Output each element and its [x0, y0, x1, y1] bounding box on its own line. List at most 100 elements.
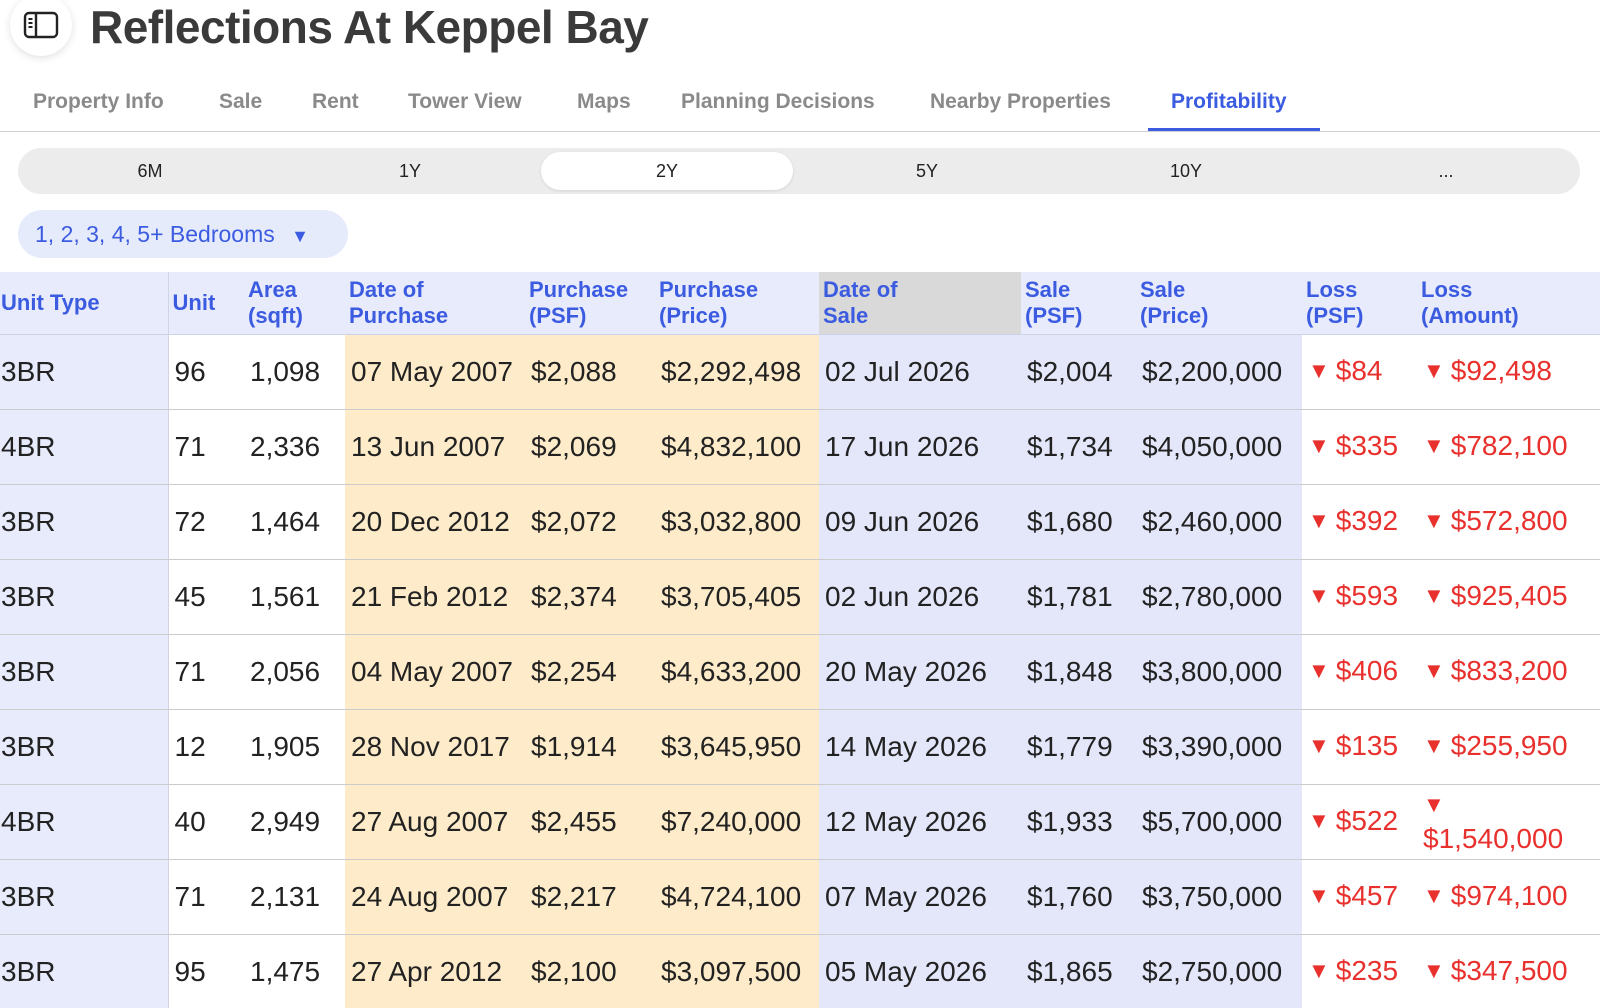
column-header-loss-amount[interactable]: Loss (Amount): [1417, 272, 1600, 335]
bedroom-filter-label: 1, 2, 3, 4, 5+ Bedrooms: [35, 221, 275, 247]
cell-area: 2,336: [244, 409, 345, 485]
tab-planning-decisions[interactable]: Planning Decisions: [681, 90, 875, 113]
table-row[interactable]: 4BR 40 2,949 27 Aug 2007 $2,455 $7,240,000 12 …: [0, 784, 1600, 860]
column-header-loss-psf[interactable]: Loss (PSF): [1302, 272, 1417, 335]
table-row[interactable]: 3BR 96 1,098 07 May 2007 $2,088 $2,292,498 02 …: [0, 334, 1600, 410]
loss-down-icon: ▼: [1308, 357, 1330, 383]
cell-sale-psf: $2,004: [1021, 334, 1136, 410]
column-header-purchase-price[interactable]: Purchase (Price): [655, 272, 819, 335]
table-row[interactable]: 3BR 12 1,905 28 Nov 2017 $1,914 $3,645,950 14 …: [0, 709, 1600, 785]
loss-down-icon: ▼: [1423, 882, 1445, 908]
tab-profitability[interactable]: Profitability: [1171, 90, 1287, 113]
cell-sale-price: $2,780,000: [1136, 559, 1302, 635]
loss-down-icon: ▼: [1423, 732, 1445, 758]
tab-sale[interactable]: Sale: [219, 90, 263, 113]
column-header-sublabel: (sqft): [248, 302, 303, 328]
loss-value: $593: [1335, 579, 1399, 611]
tab-property-info[interactable]: Property Info: [33, 90, 164, 113]
cell-loss-psf: ▼ $593: [1302, 559, 1417, 635]
cell-purchase-psf: $2,455: [525, 784, 655, 860]
column-header-sublabel: (PSF): [1306, 302, 1364, 328]
column-header-label: Sale: [1140, 276, 1186, 302]
cell-loss-amount: ▼ $782,100: [1417, 409, 1600, 485]
cell-unit: 96: [168, 334, 244, 410]
cell-loss-amount: ▼ $974,100: [1417, 859, 1600, 935]
column-header-label: Loss: [1421, 276, 1473, 302]
cell-area: 2,131: [244, 859, 345, 935]
column-header-purchase-psf[interactable]: Purchase (PSF): [525, 272, 655, 335]
cell-unit: 45: [168, 559, 244, 635]
cell-sale-price: $5,700,000: [1136, 784, 1302, 860]
cell-unit-type: 3BR: [0, 859, 169, 935]
table-row[interactable]: 3BR 45 1,561 21 Feb 2012 $2,374 $3,705,405 02 …: [0, 559, 1600, 635]
bedroom-filter-dropdown[interactable]: 1, 2, 3, 4, 5+ Bedrooms ▼: [18, 210, 348, 258]
loss-down-icon: ▼: [1308, 882, 1330, 908]
cell-date-of-purchase: 27 Apr 2012: [345, 934, 525, 1008]
cell-purchase-psf: $1,914: [525, 709, 655, 785]
column-header-sale-psf[interactable]: Sale (PSF): [1021, 272, 1136, 335]
tab-maps[interactable]: Maps: [577, 90, 631, 113]
table-row[interactable]: 3BR 72 1,464 20 Dec 2012 $2,072 $3,032,800 09 …: [0, 484, 1600, 560]
cell-date-of-purchase: 20 Dec 2012: [345, 484, 525, 560]
cell-purchase-psf: $2,374: [525, 559, 655, 635]
cell-unit: 12: [168, 709, 244, 785]
cell-date-of-sale: 09 Jun 2026: [819, 484, 1021, 560]
cell-date-of-purchase: 27 Aug 2007: [345, 784, 525, 860]
period-more[interactable]: ...: [1438, 161, 1454, 181]
loss-down-icon: ▼: [1423, 791, 1445, 817]
loss-value: $406: [1335, 654, 1399, 686]
cell-unit-type: 3BR: [0, 634, 169, 710]
cell-date-of-sale: 17 Jun 2026: [819, 409, 1021, 485]
column-header-label: Purchase: [659, 276, 759, 302]
loss-down-icon: ▼: [1423, 507, 1445, 533]
cell-unit-type: 3BR: [0, 934, 169, 1008]
period-1y[interactable]: 1Y: [398, 161, 422, 181]
cell-sale-price: $2,200,000: [1136, 334, 1302, 410]
column-header-label: Purchase: [529, 276, 629, 302]
cell-sale-psf: $1,760: [1021, 859, 1136, 935]
column-header-date-of-sale[interactable]: Date of Sale: [819, 272, 1021, 335]
cell-unit: 72: [168, 484, 244, 560]
column-header-sublabel: (Amount): [1421, 302, 1519, 328]
page-title: Reflections At Keppel Bay: [90, 1, 649, 53]
period-10y[interactable]: 10Y: [1169, 161, 1203, 181]
cell-unit: 71: [168, 634, 244, 710]
cell-loss-psf: ▼ $235: [1302, 934, 1417, 1008]
cell-sale-psf: $1,779: [1021, 709, 1136, 785]
loss-down-icon: ▼: [1308, 807, 1330, 833]
table-row[interactable]: 3BR 71 2,131 24 Aug 2007 $2,217 $4,724,100 07 …: [0, 859, 1600, 935]
cell-sale-price: $3,800,000: [1136, 634, 1302, 710]
cell-date-of-purchase: 04 May 2007: [345, 634, 525, 710]
loss-value: $84: [1335, 354, 1383, 386]
cell-loss-psf: ▼ $135: [1302, 709, 1417, 785]
cell-sale-price: $2,460,000: [1136, 484, 1302, 560]
cell-unit: 95: [168, 934, 244, 1008]
period-6m[interactable]: 6M: [137, 161, 163, 181]
table-row[interactable]: 3BR 71 2,056 04 May 2007 $2,254 $4,633,200 20 …: [0, 634, 1600, 710]
cell-area: 1,905: [244, 709, 345, 785]
column-header-date-of-purchase[interactable]: Date of Purchase: [345, 272, 525, 335]
column-header-unit[interactable]: Unit: [168, 272, 244, 335]
column-header-sale-price[interactable]: Sale (Price): [1136, 272, 1302, 335]
tab-tower-view[interactable]: Tower View: [408, 90, 522, 113]
cell-loss-psf: ▼ $406: [1302, 634, 1417, 710]
cell-loss-amount: ▼ $1,540,000: [1417, 784, 1600, 860]
column-header-unit-type[interactable]: Unit Type: [0, 272, 169, 335]
triangle-down-icon: ▼: [291, 226, 309, 246]
cell-date-of-sale: 20 May 2026: [819, 634, 1021, 710]
cell-loss-amount: ▼ $925,405: [1417, 559, 1600, 635]
cell-date-of-sale: 14 May 2026: [819, 709, 1021, 785]
table-row[interactable]: 4BR 71 2,336 13 Jun 2007 $2,069 $4,832,100 17 …: [0, 409, 1600, 485]
tab-rent[interactable]: Rent: [312, 90, 359, 113]
loss-down-icon: ▼: [1308, 507, 1330, 533]
column-header-sublabel: (PSF): [529, 302, 587, 328]
period-2y[interactable]: 2Y: [541, 152, 793, 190]
tab-nearby-properties[interactable]: Nearby Properties: [930, 90, 1111, 113]
sidebar-toggle-button[interactable]: [10, 0, 72, 56]
period-5y[interactable]: 5Y: [915, 161, 939, 181]
cell-unit: 40: [168, 784, 244, 860]
table-row[interactable]: 3BR 95 1,475 27 Apr 2012 $2,100 $3,097,500 05 …: [0, 934, 1600, 1008]
column-header-sublabel: Purchase: [349, 302, 449, 328]
loss-down-icon: ▼: [1308, 957, 1330, 983]
column-header-area[interactable]: Area (sqft): [244, 272, 345, 335]
